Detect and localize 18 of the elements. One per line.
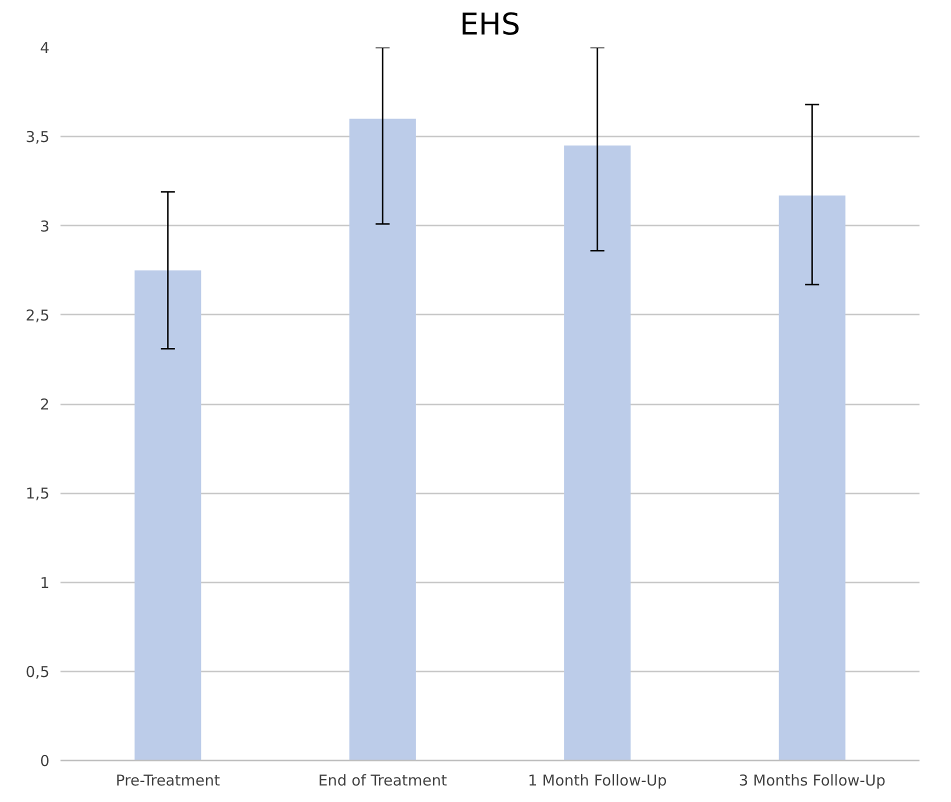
y-tick-label: 3,5 [26,128,50,146]
bar [778,195,846,760]
y-tick-label: 1 [40,574,50,592]
bar [564,146,631,760]
bar [134,270,202,760]
y-tick-label: 4 [40,39,50,57]
x-tick-label: Pre-Treatment [116,772,220,790]
y-tick-label: 0 [40,752,50,770]
x-tick-label: End of Treatment [318,772,448,790]
x-tick-label: 3 Months Follow-Up [738,772,886,790]
x-tick-label: 1 Month Follow-Up [528,772,667,790]
chart-title: EHS [460,8,520,42]
y-tick-label: 2,5 [26,306,50,324]
y-tick-label: 2 [40,396,50,414]
bar [349,118,416,760]
y-tick-label: 3 [40,217,50,236]
y-tick-label: 1,5 [26,484,50,503]
y-tick-label: 0,5 [26,662,50,681]
